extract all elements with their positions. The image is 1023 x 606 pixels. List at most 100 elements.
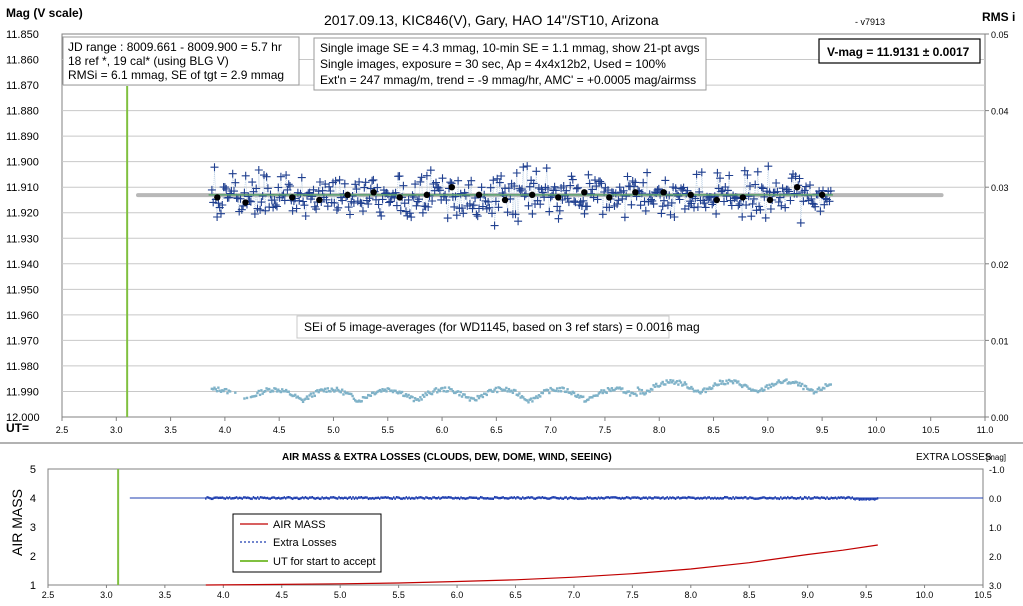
rms-point	[614, 387, 617, 390]
target-point	[516, 186, 525, 195]
rms-point	[760, 387, 763, 390]
extra-loss-point	[443, 496, 445, 499]
extra-loss-point	[704, 496, 706, 499]
extra-loss-point	[858, 498, 861, 501]
rms-point	[476, 394, 479, 398]
rms-point	[808, 388, 812, 392]
extra-loss-point	[614, 496, 617, 499]
target-point	[551, 186, 560, 195]
rms-point	[541, 391, 545, 395]
rms-point	[649, 387, 653, 391]
target-point	[400, 199, 409, 208]
extra-loss-point	[815, 496, 817, 499]
rms-point	[411, 395, 414, 399]
rms-point	[634, 392, 637, 395]
top-x-tick: 7.0	[544, 425, 557, 435]
rms-point	[794, 380, 797, 383]
extra-loss-point	[240, 496, 242, 500]
rms-point	[277, 388, 280, 391]
rms-point	[265, 387, 268, 390]
extra-loss-point	[843, 496, 845, 499]
rms-point	[463, 393, 466, 396]
extra-loss-point	[687, 495, 689, 499]
rms-point	[785, 378, 788, 381]
rms-point	[420, 398, 423, 401]
target-point	[424, 203, 433, 211]
rms-point	[528, 398, 531, 401]
target-point	[210, 163, 219, 172]
extra-loss-point	[429, 496, 431, 500]
rms-point	[532, 396, 535, 400]
rms-point	[664, 383, 667, 386]
rms-point	[645, 389, 649, 392]
extra-loss-point	[533, 497, 535, 500]
rms-point	[479, 394, 482, 398]
rms-point	[768, 383, 771, 387]
info-box-left: JD range : 8009.661 - 8009.900 = 5.7 hr …	[62, 36, 300, 86]
rms-point	[828, 383, 831, 386]
rms-point	[604, 390, 607, 394]
rms-point	[671, 379, 675, 382]
target-point	[489, 176, 498, 185]
rms-point	[439, 387, 443, 390]
rms-point	[257, 389, 260, 393]
target-point	[438, 174, 447, 183]
rms-point	[636, 386, 640, 389]
target-point	[416, 177, 425, 186]
target-point	[346, 210, 354, 219]
rms-point	[819, 388, 822, 392]
target-point	[237, 205, 246, 214]
bottom-y2-tick: 0.0	[989, 494, 1002, 504]
rms-point	[579, 394, 582, 398]
rms-point	[357, 399, 361, 402]
target-point	[605, 203, 614, 212]
rms-point	[726, 382, 730, 385]
rms-point	[515, 393, 518, 396]
extra-loss-point	[580, 497, 583, 500]
target-point	[658, 202, 667, 211]
extra-loss-point	[582, 497, 584, 500]
target-point	[756, 205, 765, 214]
rms-point	[407, 393, 410, 397]
rms-point	[797, 384, 800, 387]
rms-point	[441, 386, 444, 390]
rms-point	[309, 392, 313, 395]
avg-point	[214, 194, 221, 201]
extra-loss-point	[770, 496, 772, 500]
target-point	[572, 184, 581, 193]
extra-loss-point	[603, 497, 605, 500]
rms-point	[367, 393, 370, 397]
top-y-tick: 11.880	[6, 106, 39, 118]
rms-point	[403, 394, 406, 398]
rms-point	[597, 392, 601, 395]
rms-point	[757, 390, 761, 393]
extra-loss-point	[371, 496, 374, 500]
rms-point	[370, 391, 374, 394]
target-point	[485, 203, 494, 212]
extra-loss-point	[338, 495, 340, 499]
extra-loss-point	[304, 496, 307, 499]
rms-point	[531, 400, 534, 403]
rms-point	[381, 388, 384, 391]
rms-point	[575, 395, 578, 398]
rms-point	[400, 390, 404, 394]
extra-loss-point	[830, 496, 832, 499]
extra-loss-point	[348, 496, 350, 499]
extra-loss-point	[555, 496, 558, 500]
target-point	[254, 166, 263, 174]
extra-loss-point	[214, 496, 217, 499]
extra-loss-point	[673, 496, 675, 500]
extra-loss-point	[357, 496, 360, 499]
extra-loss-point	[547, 497, 549, 500]
rms-point	[709, 387, 713, 391]
target-point	[318, 186, 327, 195]
rms-point	[793, 381, 796, 385]
rms-point	[697, 390, 701, 394]
extra-loss-point	[395, 496, 398, 499]
rms-point	[601, 391, 604, 395]
top-x-tick: 8.5	[707, 425, 720, 435]
rms-point	[466, 396, 469, 399]
rms-point	[806, 387, 809, 391]
extra-loss-point	[206, 496, 208, 499]
extra-loss-point	[207, 496, 210, 499]
